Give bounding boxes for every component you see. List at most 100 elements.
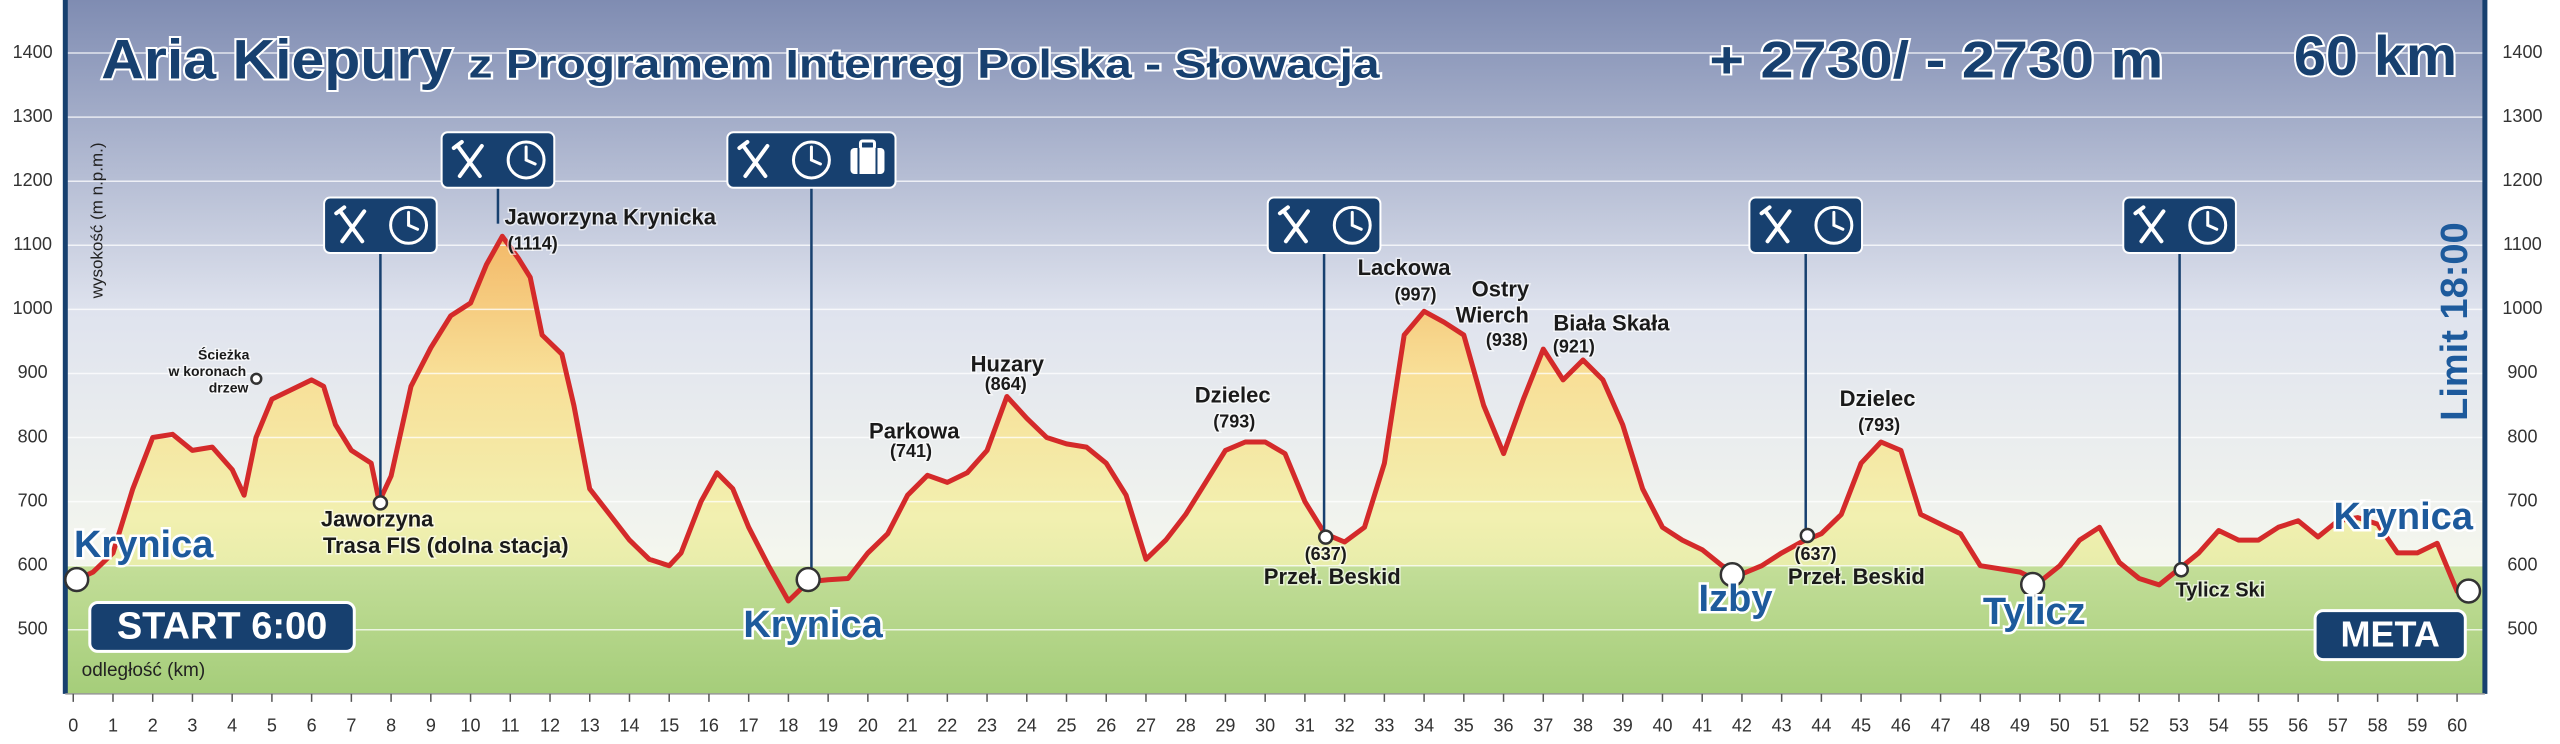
x-tick-label: 54 [2209,715,2229,735]
x-tick-label: 28 [1176,715,1196,735]
peak-label: Wierch [1456,303,1529,328]
x-tick-label: 55 [2248,715,2268,735]
peak-label: Biała Skała [1553,311,1670,336]
aid-box [2122,196,2237,255]
fork-knife [1277,205,1310,244]
x-tick-label: 31 [1295,715,1315,735]
waypoint [250,372,263,385]
y-tick-label-right: 1400 [2502,42,2542,62]
y-tick-label-right: 600 [2507,554,2537,574]
x-tick-label: 36 [1494,715,1514,735]
place-name: Krynica [743,604,883,646]
waypoint [795,566,821,593]
fork-knife [737,140,770,178]
peak-label: Przeł. Beskid [1264,564,1401,589]
x-tick-label: 2 [148,715,158,735]
peak-label: (793) [1213,412,1255,432]
x-tick-label: 6 [307,715,317,735]
place-name: Krynica [74,524,214,566]
x-tick-label: 19 [818,715,838,735]
peak-label: (741) [890,441,932,461]
x-tick-label: 41 [1692,715,1712,735]
x-tick-label: 9 [426,715,436,735]
y-tick-label-right: 500 [2507,619,2537,639]
luggage-handle [858,139,876,151]
y-tick-label: 1100 [13,234,52,254]
peak-label: (1114) [508,234,558,254]
x-tick-label: 47 [1931,715,1951,735]
clock [1814,205,1854,245]
y-tick-label: 500 [18,619,48,639]
waypoint [2173,562,2190,578]
waypoint [1799,527,1816,544]
x-tick-label: 8 [386,715,396,735]
x-tick-label: 39 [1613,715,1633,735]
x-tick-label: 40 [1652,715,1672,735]
y-tick-label: 600 [18,554,48,574]
x-tick-label: 10 [461,715,481,735]
peak-label: Tylicz Ski [2176,579,2266,601]
distance: 60 km [2294,24,2457,87]
waypoint [2455,578,2482,604]
aid-box [323,196,438,255]
peak-label: (793) [1858,415,1900,435]
x-tick-label: 27 [1136,715,1156,735]
y-tick-label: 1000 [13,298,53,318]
clock [506,140,546,180]
x-tick-label: 44 [1811,715,1831,735]
x-tick-label: 11 [501,715,520,735]
peak-label: (938) [1486,330,1528,350]
x-tick-label: 32 [1335,715,1355,735]
x-tick-label: 43 [1772,715,1792,735]
x-tick-label: 1 [108,715,118,735]
clock [791,140,831,180]
y-tick-label-right: 800 [2507,426,2537,446]
clock-hands [809,145,822,166]
x-tick-label: 46 [1891,715,1911,735]
aid-station-icon [2122,196,2237,255]
place-name: Tylicz [1983,591,2086,633]
x-tick-label: 0 [68,715,78,735]
aid-station-icon [1266,196,1382,255]
peak-label: Ścieżka [198,346,250,363]
y-tick-label-right: 700 [2507,490,2537,510]
aid-station-icon [1748,196,1864,255]
chart-subtitle: z Programem Interreg Polska - Słowacja [469,43,1381,87]
y-tick-label-right: 1000 [2502,298,2542,318]
x-tick-label: 53 [2169,715,2189,735]
clock-hands [2206,210,2219,231]
x-tick-label: 24 [1017,715,1037,735]
x-tick-label: 60 [2447,715,2467,735]
x-tick-label: 38 [1573,715,1593,735]
x-tick-label: 51 [2089,715,2109,735]
y-tick-label-right: 900 [2507,362,2537,382]
y-axis-title: wysokość (m n.p.m.) [87,142,106,299]
clock-hands [524,145,537,166]
fork-knife [334,205,367,244]
peak-label: drzew [209,379,249,395]
x-tick-label: 16 [699,715,719,735]
waypoint [2019,571,2046,598]
elevation-gain: + 2730/ - 2730 m [1709,31,2163,89]
aid-station-icon [440,131,556,189]
peak-label: (637) [1305,544,1347,564]
peak-label: Huzary [971,352,1045,377]
peak-label: Parkowa [869,418,960,443]
x-tick-label: 20 [858,715,878,735]
x-tick-label: 3 [187,715,197,735]
peak-label: Ostry [1472,276,1530,301]
clock-hands [1832,210,1845,231]
aid-box [1748,196,1864,255]
fork-knife [2133,205,2166,244]
x-tick-label: 45 [1851,715,1871,735]
y-tick-label: 800 [18,426,48,446]
time-limit: Limit 18:00 [2434,222,2476,421]
start-box [88,600,356,653]
aid-box [440,131,556,189]
waypoint [372,495,389,511]
finish-box [2313,609,2467,662]
peak-label: Jaworzyna Krynicka [504,205,716,230]
finish-label: META [2341,613,2440,654]
